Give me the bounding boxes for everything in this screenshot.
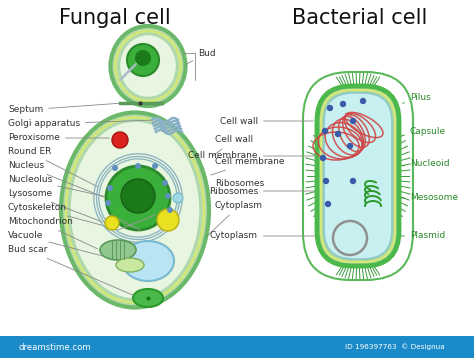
Text: Cell membrane: Cell membrane — [189, 151, 317, 160]
Text: Cell wall: Cell wall — [220, 116, 313, 126]
Circle shape — [135, 50, 151, 66]
Ellipse shape — [133, 289, 163, 307]
Text: Cytoplasm: Cytoplasm — [207, 202, 263, 236]
Circle shape — [162, 180, 168, 186]
Text: Cell wall: Cell wall — [212, 135, 253, 156]
Circle shape — [121, 179, 155, 213]
Circle shape — [325, 201, 331, 207]
Circle shape — [105, 200, 111, 206]
Circle shape — [360, 98, 366, 104]
Text: Bud: Bud — [185, 48, 216, 65]
Circle shape — [335, 131, 341, 137]
Circle shape — [105, 216, 119, 230]
Text: Vacuole: Vacuole — [8, 232, 119, 260]
Text: Fungal cell: Fungal cell — [59, 8, 171, 28]
Circle shape — [112, 132, 128, 148]
Circle shape — [320, 155, 326, 161]
Circle shape — [322, 128, 328, 134]
FancyBboxPatch shape — [317, 86, 399, 266]
Circle shape — [350, 118, 356, 124]
Circle shape — [112, 165, 118, 171]
Text: Mesosome: Mesosome — [399, 194, 458, 203]
Circle shape — [107, 185, 113, 191]
Circle shape — [327, 105, 333, 111]
Ellipse shape — [61, 112, 209, 308]
Text: Lysosome: Lysosome — [8, 189, 102, 222]
Text: Peroxisome: Peroxisome — [8, 134, 109, 142]
Ellipse shape — [70, 121, 200, 299]
Ellipse shape — [100, 240, 136, 260]
Text: Ribosomes: Ribosomes — [210, 179, 264, 192]
Circle shape — [350, 178, 356, 184]
Text: Plasmid: Plasmid — [399, 232, 445, 241]
Circle shape — [165, 193, 171, 199]
Ellipse shape — [122, 241, 174, 281]
Text: Nucleus: Nucleus — [8, 161, 103, 197]
Ellipse shape — [110, 26, 185, 106]
Text: Ribosomes: Ribosomes — [209, 187, 320, 195]
Text: Pilus: Pilus — [403, 93, 431, 103]
Text: Capsule: Capsule — [403, 126, 446, 136]
Text: Nucleoid: Nucleoid — [403, 160, 450, 169]
Text: Cytoplasm: Cytoplasm — [210, 232, 317, 241]
Text: Septum: Septum — [8, 103, 120, 115]
Text: ID 196397763  © Designua: ID 196397763 © Designua — [345, 344, 445, 350]
Bar — [0, 336, 474, 358]
Text: Golgi apparatus: Golgi apparatus — [8, 120, 152, 129]
Text: Bud scar: Bud scar — [8, 246, 132, 295]
Circle shape — [323, 178, 329, 184]
Text: dreamstime.com: dreamstime.com — [18, 343, 91, 352]
Circle shape — [173, 193, 183, 203]
Circle shape — [127, 44, 159, 76]
Circle shape — [347, 143, 353, 149]
Ellipse shape — [119, 34, 176, 97]
Ellipse shape — [116, 258, 144, 272]
Text: Mitochondrion: Mitochondrion — [8, 218, 98, 249]
FancyBboxPatch shape — [324, 93, 392, 259]
Text: Nucleolus: Nucleolus — [8, 175, 118, 199]
Circle shape — [106, 166, 170, 230]
Text: Cytoskeleton: Cytoskeleton — [8, 203, 118, 229]
Circle shape — [135, 163, 141, 169]
Circle shape — [152, 163, 158, 169]
Circle shape — [167, 207, 173, 213]
Text: Cell membrane: Cell membrane — [210, 158, 284, 175]
Circle shape — [340, 101, 346, 107]
Text: Round ER: Round ER — [8, 147, 98, 187]
Circle shape — [157, 209, 179, 231]
Text: Bacterial cell: Bacterial cell — [292, 8, 428, 28]
